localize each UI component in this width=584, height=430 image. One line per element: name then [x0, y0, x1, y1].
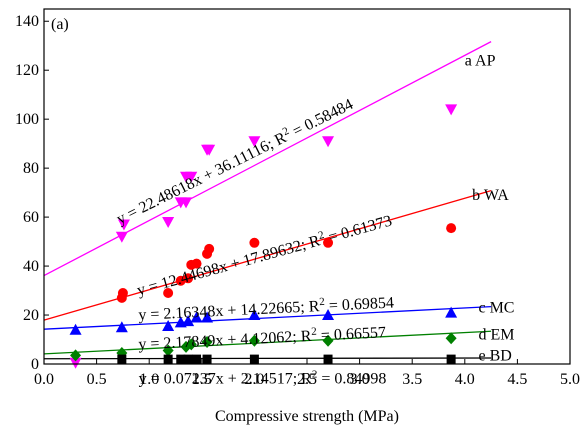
series-label-em: d EM: [478, 327, 514, 344]
y-tick-label: 60: [23, 209, 39, 226]
x-axis-ticks: 0.0 0.5 1.0 1.5 2.0 2.5 3.0 3.5 4.0 4.5 5.0: [34, 359, 580, 388]
marker-ap: [162, 217, 175, 228]
x-tick-label: 3.5: [402, 371, 422, 388]
x-tick-label: 4.0: [455, 371, 475, 388]
marker-bd: [176, 354, 186, 364]
x-tick-label: 2.5: [297, 371, 317, 388]
marker-em: [445, 332, 457, 345]
plot-area: [44, 9, 570, 364]
x-tick-label: 3.0: [350, 371, 370, 388]
marker-ap: [185, 171, 198, 183]
series-label-ap: a AP: [465, 52, 496, 69]
x-tick-label: 1.0: [139, 371, 159, 388]
x-tick-label: 1.5: [192, 371, 212, 388]
marker-bd: [202, 354, 212, 364]
x-tick-label: 4.5: [507, 371, 527, 388]
marker-em: [185, 338, 197, 351]
marker-wa: [249, 237, 260, 248]
marker-em: [162, 344, 174, 357]
marker-ap: [117, 219, 130, 231]
panel-label: (a): [51, 16, 69, 33]
series-labels: a AP b WA c MC d EM e BD: [465, 52, 515, 364]
marker-bd: [117, 354, 127, 364]
marker-wa: [163, 288, 174, 298]
equation-label-bd: y = 0.07237x + 2.14517; R2 = 0.84998: [139, 369, 387, 388]
marker-bd: [446, 354, 456, 364]
marker-em: [248, 334, 260, 347]
marker-mc: [248, 309, 261, 321]
x-axis-title: Compressive strength (MPa): [215, 408, 399, 425]
y-tick-label: 140: [15, 13, 39, 30]
marker-wa: [117, 288, 128, 298]
marker-ap: [203, 144, 216, 156]
marker-wa: [446, 223, 457, 234]
marker-mc: [190, 311, 203, 323]
marker-mc: [69, 323, 82, 335]
marker-wa: [204, 243, 215, 254]
fit-line-em: [43, 330, 492, 355]
marker-mc: [182, 315, 195, 327]
x-tick-label: 0.5: [87, 371, 107, 388]
y-axis-ticks: 0 20 40 60 80 100 120 140: [15, 13, 49, 373]
marker-ap: [180, 197, 193, 209]
marker-ap: [248, 136, 261, 148]
marker-bd: [192, 354, 202, 364]
series-label-mc: c MC: [478, 300, 514, 317]
marker-ap: [115, 231, 128, 243]
series-label-bd: e BD: [478, 347, 511, 364]
x-tick-label: 2.0: [244, 371, 264, 388]
marker-mc: [201, 311, 214, 323]
x-tick-label: 0.0: [34, 371, 54, 388]
marker-bd: [183, 354, 193, 364]
marker-ap: [322, 136, 335, 148]
y-tick-label: 100: [15, 111, 39, 128]
y-tick-label: 80: [23, 160, 39, 177]
marker-em: [322, 334, 334, 347]
y-tick-label: 20: [23, 307, 39, 324]
marker-em: [70, 349, 82, 362]
marker-bd: [323, 354, 333, 364]
marker-mc: [115, 321, 128, 333]
marker-bd: [163, 354, 173, 364]
marker-ap: [69, 357, 82, 369]
marker-em: [201, 335, 213, 348]
series-label-wa: b WA: [472, 187, 509, 204]
y-tick-label: 0: [31, 356, 39, 373]
x-tick-label: 5.0: [560, 371, 580, 388]
marker-wa: [323, 237, 334, 248]
marker-wa: [191, 258, 202, 269]
marker-mc: [322, 309, 335, 321]
marker-ap: [445, 104, 458, 116]
marker-mc: [162, 320, 175, 332]
marker-wa: [183, 273, 194, 284]
y-tick-label: 120: [15, 62, 39, 79]
fit-line-ap: [43, 41, 492, 277]
y-tick-label: 40: [23, 258, 39, 275]
fit-line-bd: [43, 357, 492, 360]
marker-mc: [445, 306, 458, 318]
fit-line-mc: [43, 306, 492, 330]
